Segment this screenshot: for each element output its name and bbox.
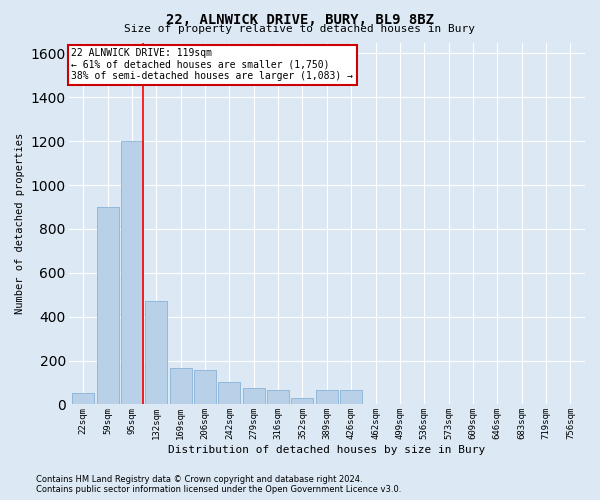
Text: Contains public sector information licensed under the Open Government Licence v3: Contains public sector information licen… bbox=[36, 485, 401, 494]
Text: Size of property relative to detached houses in Bury: Size of property relative to detached ho… bbox=[125, 24, 476, 34]
Bar bbox=[340, 390, 362, 404]
X-axis label: Distribution of detached houses by size in Bury: Distribution of detached houses by size … bbox=[168, 445, 485, 455]
Text: 22 ALNWICK DRIVE: 119sqm
← 61% of detached houses are smaller (1,750)
38% of sem: 22 ALNWICK DRIVE: 119sqm ← 61% of detach… bbox=[71, 48, 353, 81]
Bar bbox=[316, 390, 338, 404]
Bar bbox=[243, 388, 265, 404]
Y-axis label: Number of detached properties: Number of detached properties bbox=[15, 133, 25, 314]
Bar bbox=[170, 368, 191, 405]
Bar bbox=[121, 141, 143, 405]
Bar bbox=[267, 390, 289, 404]
Bar bbox=[292, 398, 313, 404]
Bar bbox=[97, 207, 119, 404]
Bar bbox=[145, 302, 167, 405]
Text: Contains HM Land Registry data © Crown copyright and database right 2024.: Contains HM Land Registry data © Crown c… bbox=[36, 475, 362, 484]
Bar bbox=[218, 382, 241, 404]
Bar bbox=[72, 394, 94, 404]
Text: 22, ALNWICK DRIVE, BURY, BL9 8BZ: 22, ALNWICK DRIVE, BURY, BL9 8BZ bbox=[166, 12, 434, 26]
Bar bbox=[194, 370, 216, 404]
